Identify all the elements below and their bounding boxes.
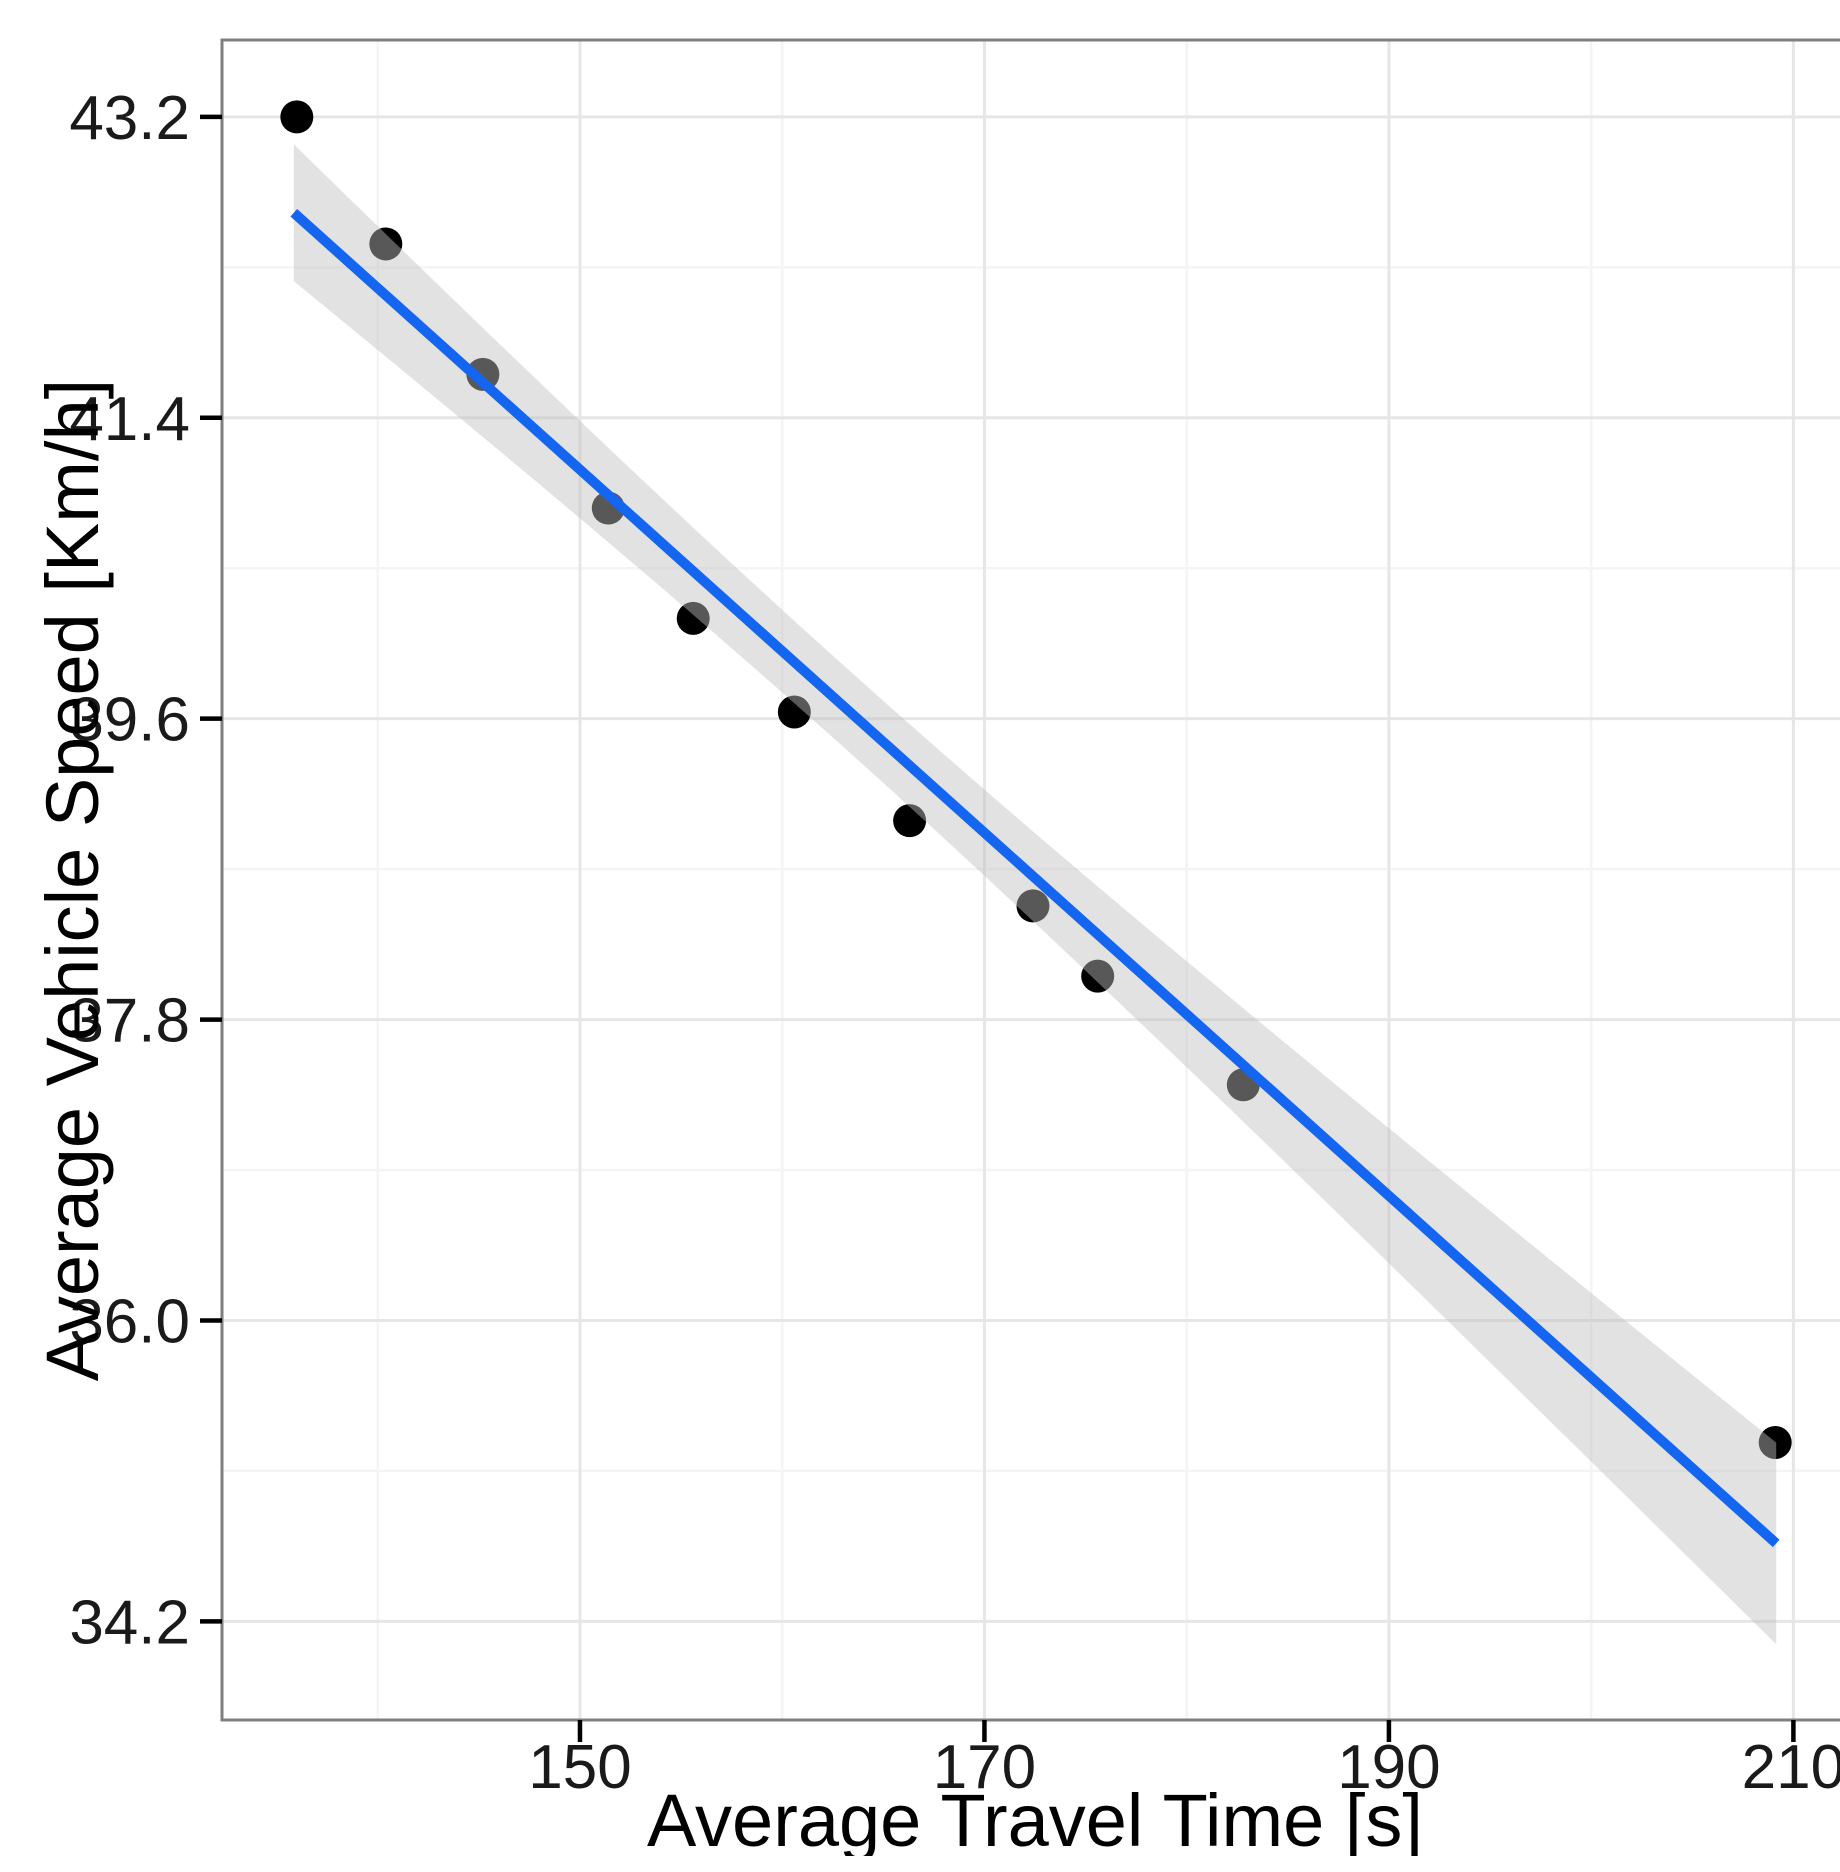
data-point [1081,959,1115,993]
data-point [777,695,811,729]
chart-canvas: 150 170 190 210 43.2 41.4 39.6 37.8 36.0 34.2 Ave… [40,38,1840,1856]
data-point [1758,1426,1792,1460]
y-tick-label: 36.0 [69,1287,190,1356]
trend-line [290,209,1780,1548]
trend-line-layer [290,209,1780,1548]
data-point [466,357,500,391]
confidence-band [293,144,1777,1645]
x-tick-label: 170 [933,1733,1036,1802]
data-point [676,601,710,635]
data-point [1016,889,1050,923]
y-axis-title: Average Vehicle Speed [Km/h] [40,379,114,1381]
y-tick-label: 43.2 [69,84,190,153]
data-point [369,227,403,261]
data-point [280,100,314,134]
data-point [893,804,927,838]
major-gridlines-layer [222,40,1840,1720]
y-tick-label: 41.4 [69,385,190,454]
minor-gridlines-layer [222,40,1840,1720]
tick-labels-layer: 150 170 190 210 43.2 41.4 39.6 37.8 36.0 34.2 [69,84,1840,1802]
y-tick-label: 34.2 [69,1588,190,1657]
confidence-band-layer [293,144,1777,1645]
x-tick-label: 150 [528,1733,631,1802]
tick-marks-layer [200,114,1796,1742]
y-tick-label: 39.6 [69,686,190,755]
panel-border-layer [220,38,1840,1722]
x-tick-label: 210 [1742,1733,1840,1802]
panel-border [220,38,1840,1722]
x-axis-title: Average Travel Time [s] [647,1779,1423,1856]
scatter-plot-figure: 150 170 190 210 43.2 41.4 39.6 37.8 36.0 34.2 Ave… [40,16,1840,1856]
x-tick-label: 190 [1337,1733,1440,1802]
y-tick-label: 37.8 [69,987,190,1056]
